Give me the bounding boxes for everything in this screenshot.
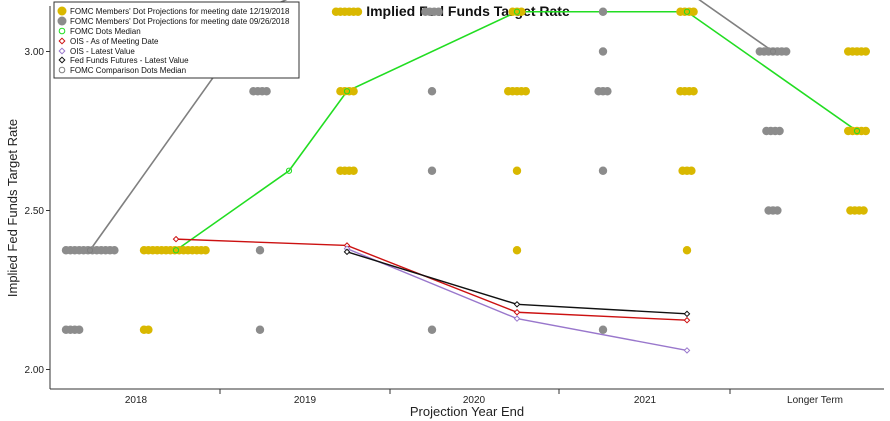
legend-swatch — [57, 6, 67, 16]
y-tick-group: 2.002.503.003.504.00 — [25, 47, 50, 376]
series-line-ois-as-of-meeting-date — [175, 238, 688, 321]
dot-sep-2018 — [598, 325, 608, 334]
dot-dec-2018 — [201, 246, 210, 255]
median-point-marker — [683, 8, 691, 15]
y-tick-label: 2.50 — [25, 206, 45, 217]
x-tick-label: 2018 — [125, 395, 148, 406]
median-point-marker — [853, 127, 861, 135]
y-axis-title: Implied Fed Funds Target Rate — [5, 119, 20, 297]
dot-dec-2018 — [349, 166, 358, 175]
dot-dec-2018 — [517, 7, 526, 16]
dot-sep-2018 — [603, 87, 612, 96]
dot-sep-2018 — [775, 126, 784, 136]
legend-label: FOMC Comparison Dots Median — [70, 66, 186, 75]
legend-swatch — [58, 27, 66, 35]
dot-dec-2018 — [689, 87, 698, 96]
dot-sep-2018 — [782, 47, 791, 56]
rate-point-marker — [172, 235, 180, 243]
legend-swatch — [58, 37, 66, 45]
dot-dec-2018 — [349, 87, 358, 96]
y-tick-label: 3.00 — [25, 47, 45, 58]
median-point-marker — [343, 88, 351, 95]
legend-label: OIS - Latest Value — [70, 47, 135, 56]
rate-point-marker — [513, 301, 521, 308]
legend-label: Fed Funds Futures - Latest Value — [70, 56, 189, 65]
dot-sep-2018 — [598, 166, 608, 175]
legend-label: FOMC Members' Dot Projections for meetin… — [70, 17, 290, 26]
dot-sep-2018 — [427, 166, 437, 175]
rate-point-marker — [683, 310, 691, 318]
y-tick-label: 2.00 — [25, 365, 45, 376]
legend: FOMC Members' Dot Projections for meetin… — [53, 1, 300, 79]
dot-sep-2018 — [75, 325, 84, 334]
legend-swatch — [58, 56, 66, 64]
median-point-marker — [513, 8, 521, 15]
rate-point-marker — [513, 308, 521, 316]
legend-label: FOMC Members' Dot Projections for meetin… — [70, 7, 290, 16]
dot-dec-2018 — [353, 7, 363, 16]
rate-point-marker — [683, 316, 691, 324]
dot-dec-2018 — [859, 206, 868, 215]
legend-box — [53, 1, 300, 79]
dot-dec-2018 — [144, 325, 153, 334]
x-tick-label: 2019 — [294, 395, 317, 406]
dot-sep-2018 — [598, 7, 608, 16]
dot-dec-2018 — [682, 246, 692, 255]
legend-label: FOMC Dots Median — [70, 27, 141, 36]
dot-plot-layer — [61, 7, 870, 334]
legend-swatch — [58, 47, 66, 55]
dot-sep-2018 — [427, 325, 437, 334]
legend-label: OIS - As of Meeting Date — [70, 37, 159, 46]
dot-dec-2018 — [512, 166, 522, 175]
median-point-marker — [172, 247, 180, 254]
median-point-marker — [86, 247, 94, 254]
x-tick-label: 2021 — [634, 395, 657, 406]
rate-point-marker — [513, 315, 521, 322]
dot-sep-2018 — [110, 246, 119, 255]
x-tick-label: Longer Term — [787, 395, 843, 406]
line-markers-layer — [86, 8, 861, 354]
dot-dec-2018 — [512, 246, 522, 255]
legend-swatch — [57, 16, 67, 26]
x-tick-label: 2020 — [463, 395, 486, 406]
series-line-fomc-comparison-dots-median — [89, 0, 774, 251]
dot-dec-2018 — [687, 166, 696, 175]
dot-sep-2018 — [255, 325, 265, 334]
rate-point-marker — [683, 347, 691, 354]
plot-frame — [49, 6, 884, 390]
dot-dec-2018 — [521, 87, 530, 96]
legend-swatch — [58, 66, 66, 74]
dot-dec-2018 — [861, 47, 870, 56]
dot-sep-2018 — [427, 87, 437, 96]
dot-sep-2018 — [262, 87, 271, 96]
median-point-marker — [285, 167, 293, 174]
dot-sep-2018 — [773, 206, 782, 215]
dot-sep-2018 — [434, 7, 443, 16]
dot-dec-2018 — [689, 7, 698, 16]
series-line-fomc-dots-median — [175, 10, 858, 251]
median-point-marker — [769, 48, 777, 55]
dot-sep-2018 — [255, 246, 265, 255]
dot-sep-2018 — [598, 47, 608, 56]
rate-point-marker — [343, 248, 351, 256]
dot-dec-2018 — [861, 126, 870, 136]
x-tick-group: 2018 2019 2020 2021 Longer Term — [125, 389, 843, 406]
x-axis-title: Projection Year End — [410, 404, 524, 419]
